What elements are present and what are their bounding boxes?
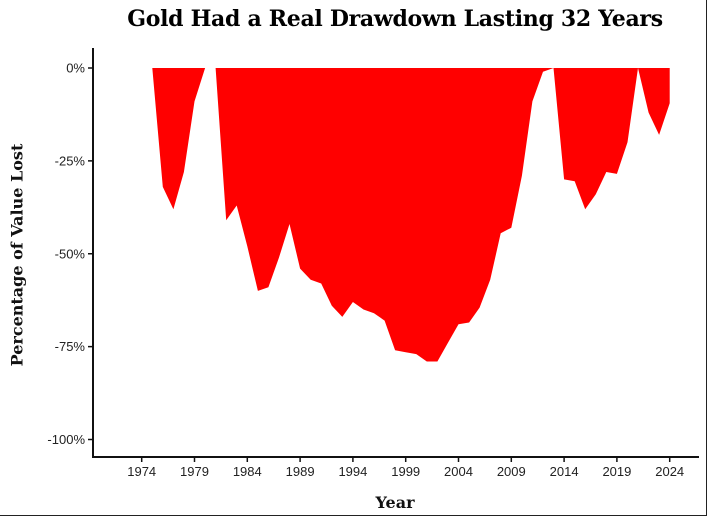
x-tick-label: 1974 bbox=[127, 464, 156, 479]
x-tick-label: 1984 bbox=[233, 464, 262, 479]
axes: 0% -25% -50% -75% -100% 1974 1979 1984 1989 1994 1… bbox=[47, 48, 699, 479]
drawdown-area bbox=[152, 68, 670, 362]
chart-title: Gold Had a Real Drawdown Lasting 32 Year… bbox=[127, 6, 663, 32]
x-tick-label: 2004 bbox=[444, 464, 473, 479]
y-tick-label: 0% bbox=[66, 61, 85, 76]
x-tick-label: 2009 bbox=[497, 464, 526, 479]
x-tick-label: 1999 bbox=[391, 464, 420, 479]
x-tick-label: 2019 bbox=[602, 464, 631, 479]
y-tick-label: -75% bbox=[55, 339, 86, 354]
x-tick-label: 1989 bbox=[286, 464, 315, 479]
y-tick-label: -50% bbox=[55, 246, 86, 261]
x-axis-label: Year bbox=[375, 493, 415, 512]
y-tick-label: -100% bbox=[47, 432, 85, 447]
y-tick-label: -25% bbox=[55, 153, 86, 168]
x-tick-label: 1979 bbox=[180, 464, 209, 479]
x-tick-label: 1994 bbox=[338, 464, 367, 479]
drawdown-area-path bbox=[152, 68, 670, 362]
x-tick-label: 2014 bbox=[550, 464, 579, 479]
x-tick-label: 2024 bbox=[655, 464, 684, 479]
